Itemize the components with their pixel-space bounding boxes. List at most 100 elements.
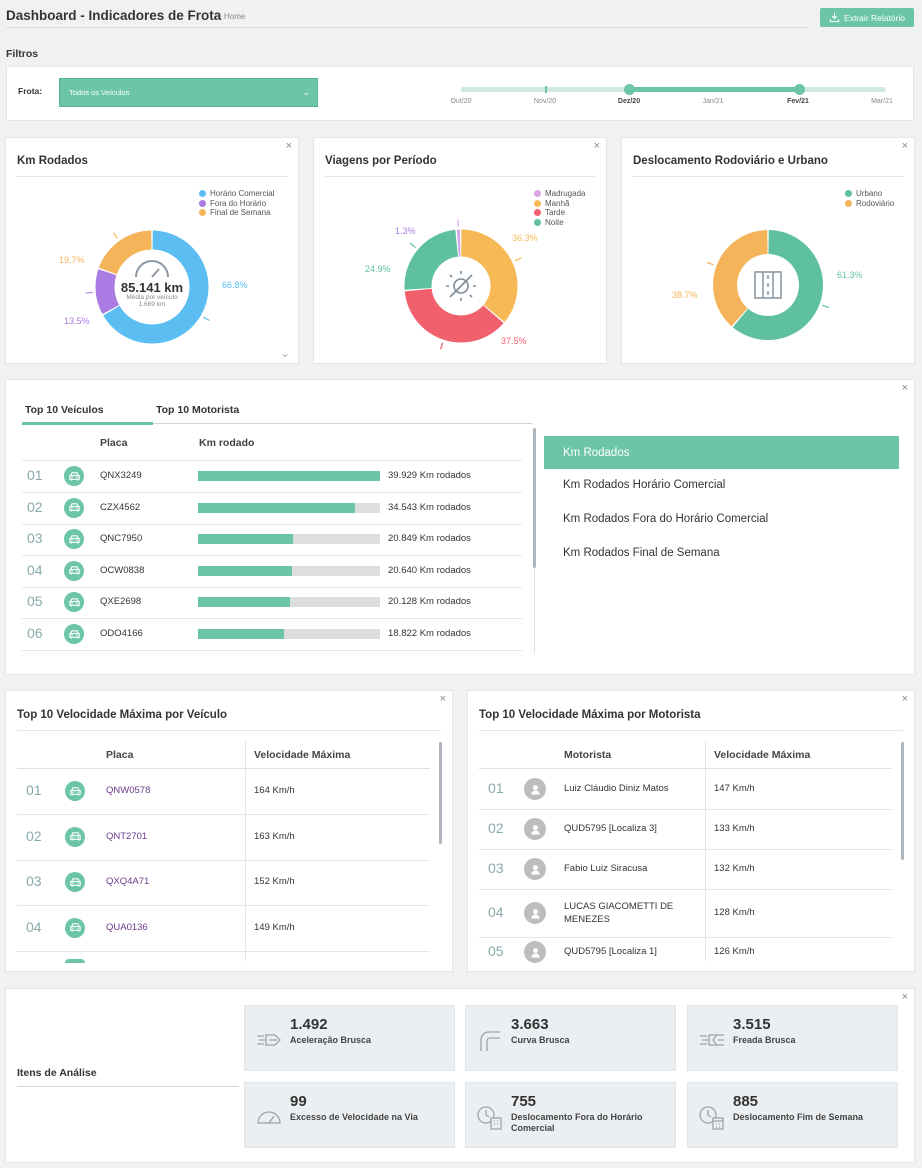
avatar-icon: [524, 818, 546, 840]
timeline-label: Nov/20: [533, 98, 557, 105]
stat-tile-curva[interactable]: 3.663 Curva Brusca: [465, 1005, 676, 1071]
km-bar-fill: [198, 471, 380, 481]
chart-legend: Urbano Rodoviário: [845, 189, 894, 208]
km-donut-chart: [85, 230, 210, 344]
timeline-label: Jan/21: [702, 98, 724, 105]
metric-km-fora-horario[interactable]: Km Rodados Fora do Horário Comercial: [563, 513, 769, 525]
timeline-slider[interactable]: [461, 84, 886, 96]
legend-item: Rodoviário: [845, 199, 894, 209]
divider: [479, 730, 903, 731]
donut-slice-rodovi-rio[interactable]: [713, 230, 768, 327]
metric-km-rodados[interactable]: Km Rodados: [544, 436, 899, 469]
rank-number: 02: [488, 820, 504, 836]
column-header-motorista: Motorista: [564, 749, 612, 761]
scrollbar[interactable]: [901, 742, 904, 860]
viagens-card: × Viagens por Período Madrugada Manhã Ta…: [313, 137, 607, 364]
donut-slice-final-de-semana[interactable]: [98, 230, 152, 275]
rank-number: 05: [488, 943, 504, 959]
slice-label: 36.3%: [512, 233, 538, 243]
km-rodados-card: × Km Rodados Horário Comercial Fora do H…: [5, 137, 299, 364]
export-report-button[interactable]: Extrair Relatório: [820, 8, 914, 27]
close-icon[interactable]: ×: [901, 693, 908, 705]
donut-slice-madrugada[interactable]: [456, 229, 461, 257]
row-divider: [17, 905, 430, 906]
column-header-placa: Placa: [100, 437, 128, 449]
label-leader-line: [85, 291, 93, 294]
rank-number: 03: [26, 873, 42, 889]
breadcrumb[interactable]: Home: [224, 12, 246, 21]
road-icon: [738, 255, 798, 315]
driver-name: Luiz Cláudio Diniz Matos: [564, 783, 669, 794]
label-leader-line: [822, 304, 830, 309]
row-divider: [479, 889, 892, 890]
donut-slice-urbano[interactable]: [732, 230, 823, 340]
close-icon[interactable]: ×: [593, 140, 600, 152]
divider: [633, 176, 903, 177]
speedometer-icon: [257, 1111, 281, 1124]
plate-text: OCW0838: [100, 564, 145, 576]
frota-select-value: Todos os Veículos: [69, 88, 130, 97]
plate-link[interactable]: QNT2701: [106, 830, 148, 842]
stat-tile-fim-semana[interactable]: 885 Deslocamento Fim de Semana: [687, 1082, 898, 1148]
legend-dot: [534, 209, 541, 217]
braking-icon: [700, 1034, 724, 1046]
close-icon[interactable]: ×: [285, 140, 292, 152]
km-value: 20.849 Km rodados: [388, 533, 471, 545]
expand-chevron-icon[interactable]: ⌄: [280, 346, 291, 360]
donut-slice-noite[interactable]: [404, 229, 459, 290]
metric-km-horario-comercial[interactable]: Km Rodados Horário Comercial: [563, 479, 726, 491]
timeline-handle-end[interactable]: [794, 84, 805, 95]
timeline-handle-start[interactable]: [624, 84, 635, 95]
car-icon: [65, 917, 85, 938]
close-icon[interactable]: ×: [901, 140, 908, 152]
legend-item: Noite: [534, 218, 585, 228]
car-icon: [64, 466, 84, 486]
scrollbar[interactable]: [533, 428, 536, 568]
stat-label: Aceleração Brusca: [290, 1035, 372, 1045]
stat-label: Deslocamento Fim de Semana: [733, 1112, 864, 1122]
card-title: Top 10 Velocidade Máxima por Motorista: [479, 709, 701, 721]
analysis-card: × Itens de Análise 1.492 Aceleração Brus…: [5, 988, 915, 1163]
slice-label: 66.8%: [222, 280, 248, 290]
stat-tile-aceleracao[interactable]: 1.492 Aceleração Brusca: [244, 1005, 455, 1071]
plate-link[interactable]: QUA0136: [106, 921, 148, 933]
close-icon[interactable]: ×: [439, 693, 446, 705]
slice-label: 61.3%: [837, 270, 863, 280]
plate-text: CZX4562: [100, 501, 141, 513]
label-leader-line: [706, 261, 714, 266]
close-icon[interactable]: ×: [901, 991, 908, 1003]
donut-slice-fora-do-hor-rio[interactable]: [95, 269, 120, 315]
plate-link[interactable]: QNW0578: [106, 785, 151, 796]
legend-dot: [534, 218, 541, 226]
tab-top10-motorista[interactable]: Top 10 Motorista: [156, 404, 240, 416]
metric-km-final-semana[interactable]: Km Rodados Final de Semana: [563, 547, 720, 559]
speed-value: 152 Km/h: [254, 876, 295, 887]
km-bar-fill: [198, 629, 284, 639]
close-icon[interactable]: ×: [901, 382, 908, 394]
frota-select[interactable]: Todos os Veículos ⌄: [59, 78, 318, 107]
rank-number: 06: [27, 625, 43, 641]
stat-tile-fora-horario[interactable]: 755 Deslocamento Fora do Horário Comerci…: [465, 1082, 676, 1148]
legend-label: Noite: [545, 217, 564, 227]
speed-value: 149 Km/h: [254, 921, 295, 933]
donut-slice-tarde[interactable]: [404, 288, 504, 343]
donut-slice-hor-rio-comercial[interactable]: [103, 230, 209, 344]
row-divider: [22, 586, 522, 588]
legend-dot: [534, 190, 541, 198]
timeline-label: Out/20: [450, 98, 472, 105]
speed-value: 163 Km/h: [254, 830, 295, 842]
timeline-label: Dez/20: [617, 98, 641, 105]
stat-tile-excesso-velocidade[interactable]: 99 Excesso de Velocidade na Via: [244, 1082, 455, 1148]
donut-slice-manh-[interactable]: [461, 229, 518, 322]
scrollbar[interactable]: [439, 742, 442, 844]
speed-value: 126 Km/h: [714, 946, 755, 957]
legend-label: Tarde: [545, 208, 566, 217]
tab-top10-veiculos[interactable]: Top 10 Veículos: [25, 404, 104, 416]
stat-tile-freada[interactable]: 3.515 Freada Brusca: [687, 1005, 898, 1071]
plate-link[interactable]: QXQ4A71: [106, 876, 150, 887]
legend-label: Rodoviário: [856, 198, 895, 208]
km-bar-fill: [198, 502, 356, 513]
legend-item: Tarde: [534, 208, 585, 218]
speed-value: 128 Km/h: [714, 907, 755, 918]
stat-value: 3.663: [511, 1016, 549, 1033]
